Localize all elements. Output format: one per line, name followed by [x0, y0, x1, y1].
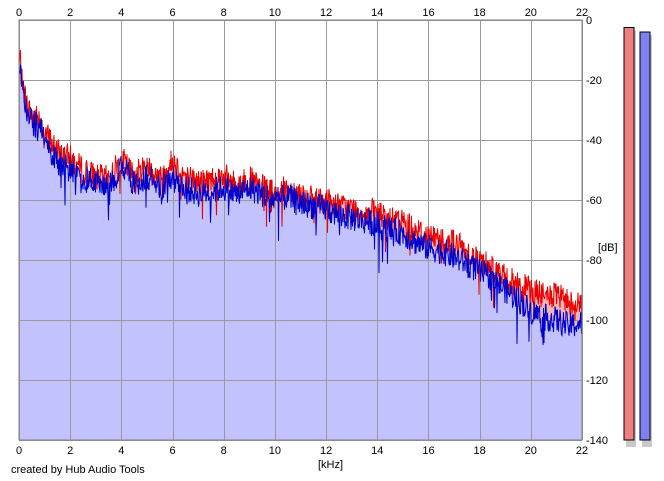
x-tick-label-bottom: 6 — [169, 445, 175, 457]
y-tick-label: -20 — [586, 75, 602, 87]
y-axis-label: [dB] — [598, 242, 618, 254]
x-tick-label-top: 8 — [221, 7, 227, 19]
x-tick-label-bottom: 14 — [371, 445, 383, 457]
spectrum-lines — [19, 50, 582, 346]
x-tick-label-top: 0 — [16, 7, 22, 19]
x-tick-label-bottom: 4 — [118, 445, 124, 457]
x-tick-label-top: 2 — [67, 7, 73, 19]
x-tick-label-bottom: 22 — [576, 445, 588, 457]
spectrum-areas — [19, 50, 582, 440]
x-tick-label-bottom: 20 — [525, 445, 537, 457]
spectrum-line-1 — [19, 64, 582, 346]
x-tick-label-top: 12 — [320, 7, 332, 19]
x-tick-label-top: 6 — [169, 7, 175, 19]
y-tick-label: -60 — [586, 195, 602, 207]
x-tick-label-bottom: 10 — [269, 445, 281, 457]
x-tick-label-bottom: 18 — [474, 445, 486, 457]
x-tick-label-bottom: 8 — [221, 445, 227, 457]
x-tick-label-bottom: 12 — [320, 445, 332, 457]
y-tick-label: -80 — [586, 255, 602, 267]
y-tick-label: -40 — [586, 135, 602, 147]
tick-labels: 002244668810101212141416161818202022220-… — [16, 7, 608, 457]
x-tick-label-bottom: 2 — [67, 445, 73, 457]
spectrum-area-1 — [19, 64, 582, 440]
y-tick-label: -140 — [586, 435, 608, 447]
level-meter-left — [623, 27, 635, 441]
y-tick-label: 0 — [586, 15, 592, 27]
x-tick-label-top: 18 — [474, 7, 486, 19]
y-tick-label: -100 — [586, 315, 608, 327]
x-tick-label-top: 10 — [269, 7, 281, 19]
plot-frame — [18, 19, 583, 441]
x-tick-label-bottom: 16 — [422, 445, 434, 457]
x-tick-label-top: 16 — [422, 7, 434, 19]
x-tick-label-top: 14 — [371, 7, 383, 19]
x-tick-label-top: 20 — [525, 7, 537, 19]
x-tick-label-bottom: 0 — [16, 445, 22, 457]
y-tick-label: -120 — [586, 375, 608, 387]
x-tick-label-top: 4 — [118, 7, 124, 19]
x-axis-label: [kHz] — [318, 459, 343, 471]
level-meters — [623, 27, 652, 447]
credit-text: created by Hub Audio Tools — [11, 464, 145, 476]
level-meter-right — [639, 31, 651, 441]
x-tick-label-top: 22 — [576, 7, 588, 19]
